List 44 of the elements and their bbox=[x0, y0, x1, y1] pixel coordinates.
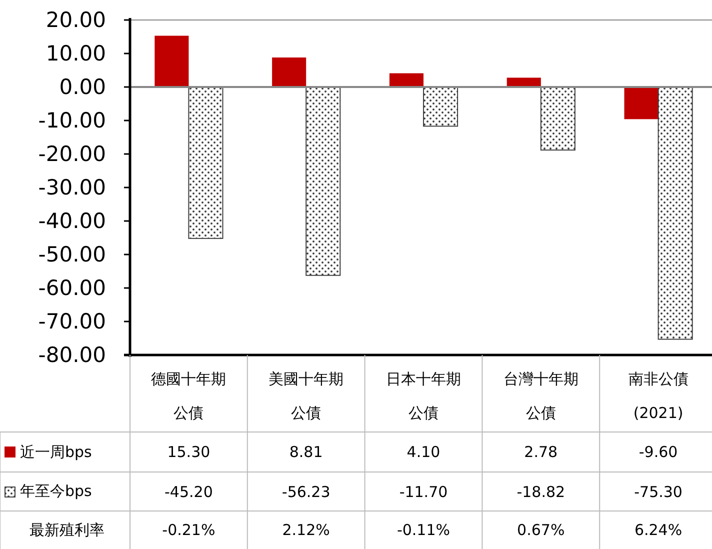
bar bbox=[306, 86, 341, 276]
text: 6.24% bbox=[633, 520, 684, 541]
data-label: -11.70 bbox=[398, 482, 449, 502]
bar bbox=[389, 73, 424, 87]
x-tick-label: 台灣十年期公債 bbox=[502, 369, 580, 424]
data-label: 4.10 bbox=[406, 442, 442, 463]
y-tick-label: 20.00 bbox=[46, 8, 106, 32]
data-label: 15.30 bbox=[166, 442, 212, 463]
legend-label: 近一周bps bbox=[20, 442, 92, 462]
y-tick-label: 10.00 bbox=[46, 42, 106, 66]
y-tick-label: -50.00 bbox=[38, 242, 106, 266]
bar bbox=[658, 86, 693, 340]
bar bbox=[423, 86, 458, 127]
y-tick-label: -20.00 bbox=[38, 142, 106, 166]
bar bbox=[154, 36, 189, 87]
data-label: 8.81 bbox=[288, 442, 324, 463]
x-tick-label: 德國十年期公債 bbox=[150, 369, 228, 424]
data-label: -18.82 bbox=[516, 482, 566, 502]
bar bbox=[506, 78, 541, 87]
x-tick-label: 美國十年期公債 bbox=[268, 369, 345, 424]
bar bbox=[272, 57, 306, 87]
y-tick-label: -10.00 bbox=[38, 108, 106, 132]
bar bbox=[540, 86, 576, 151]
text: -0.21% bbox=[161, 520, 216, 541]
bar bbox=[624, 87, 658, 120]
x-tick-label: 南非公債(2021) bbox=[627, 369, 690, 424]
data-label: -9.60 bbox=[638, 442, 679, 463]
y-tick-label: -40.00 bbox=[38, 209, 106, 233]
data-label: 2.78 bbox=[523, 442, 559, 463]
text: 0.67% bbox=[516, 520, 566, 541]
legend-label: 年至今bps bbox=[20, 482, 92, 501]
text: 最新殖利率 bbox=[28, 520, 106, 540]
y-tick-label: -80.00 bbox=[38, 343, 106, 367]
bar bbox=[188, 86, 224, 239]
y-tick-label: -30.00 bbox=[38, 176, 106, 200]
text: -0.11% bbox=[396, 520, 452, 541]
data-label: -45.20 bbox=[164, 482, 214, 502]
y-tick-label: -60.00 bbox=[38, 276, 106, 300]
y-tick-label: -70.00 bbox=[38, 310, 106, 334]
data-label: -56.23 bbox=[280, 482, 332, 502]
x-tick-label: 日本十年期公債 bbox=[385, 369, 462, 424]
data-label: -75.30 bbox=[633, 482, 684, 502]
text: 2.12% bbox=[281, 520, 331, 541]
y-tick-label: 0.00 bbox=[59, 75, 106, 99]
